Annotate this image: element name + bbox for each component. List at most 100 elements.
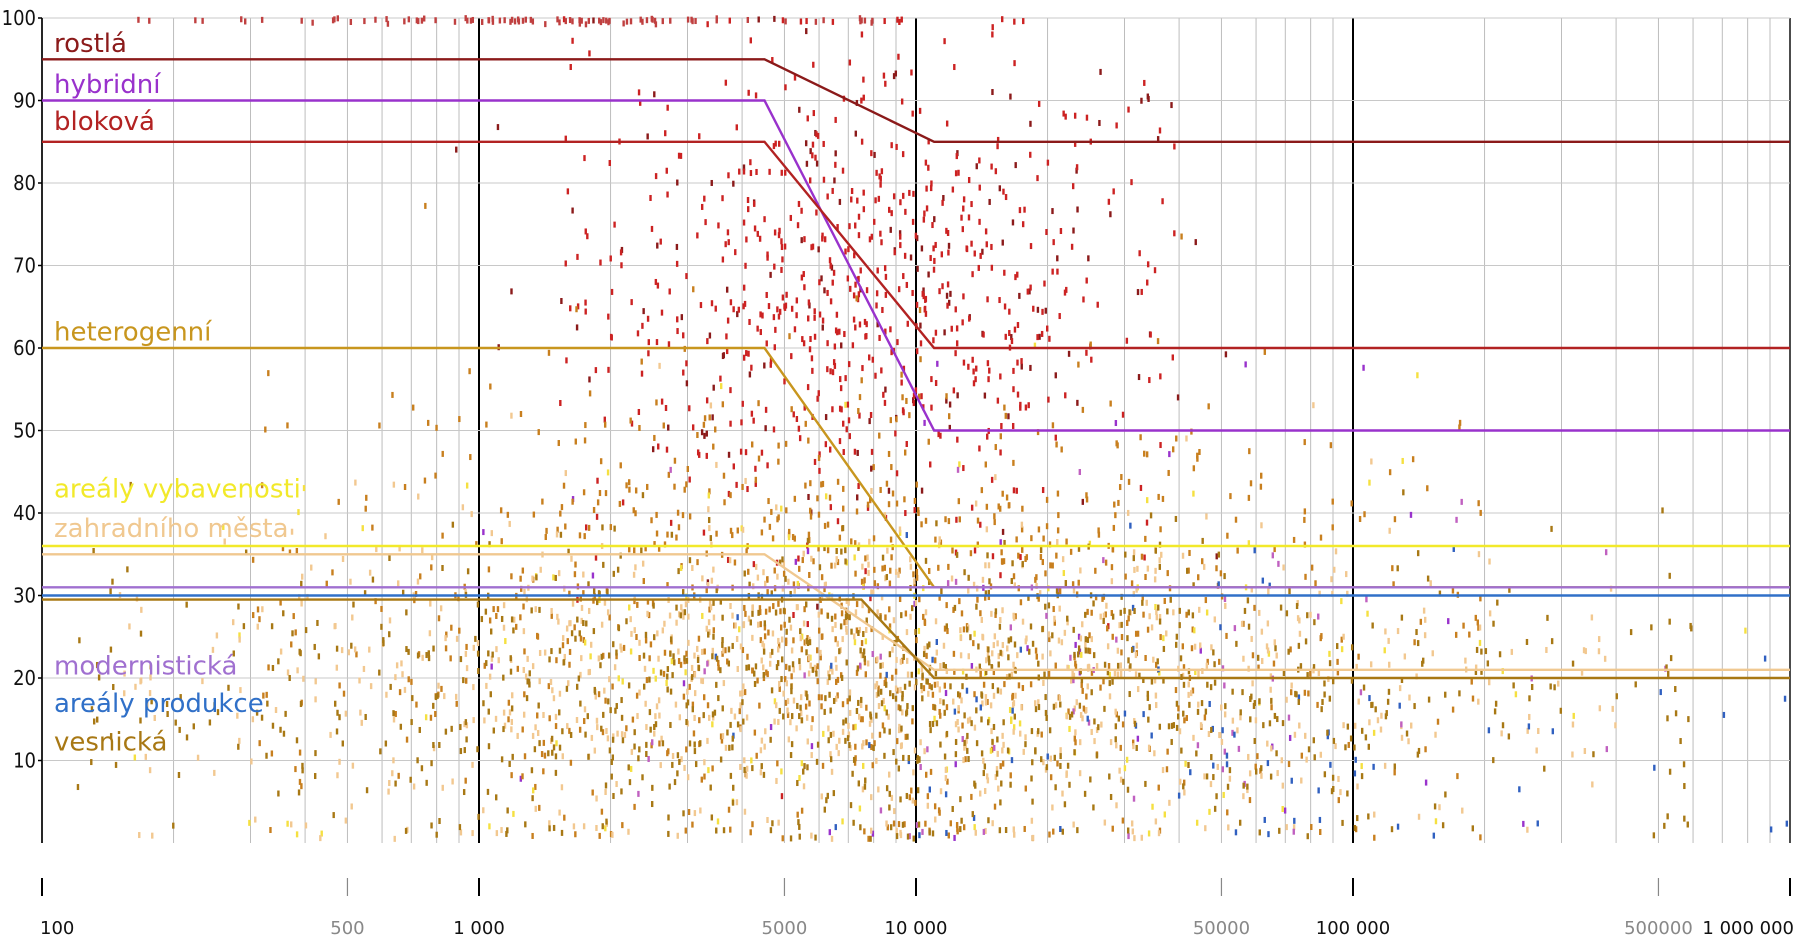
data-point	[531, 575, 534, 582]
data-point	[758, 235, 762, 242]
data-point	[890, 210, 893, 217]
data-point	[872, 745, 875, 752]
data-point	[915, 679, 918, 686]
data-point	[658, 362, 661, 369]
data-point	[854, 570, 857, 577]
data-point	[418, 726, 421, 733]
data-point	[908, 833, 911, 840]
data-point	[441, 784, 444, 791]
data-point	[1530, 684, 1534, 691]
data-point	[368, 569, 372, 576]
data-point	[877, 690, 880, 697]
data-point	[867, 607, 871, 614]
data-point	[814, 834, 817, 841]
data-point	[891, 646, 894, 653]
data-point	[945, 292, 949, 299]
data-point	[468, 368, 471, 375]
data-point	[1110, 564, 1114, 571]
data-point	[727, 806, 731, 813]
data-point	[1111, 633, 1114, 640]
data-point	[1305, 756, 1308, 763]
data-point	[939, 741, 942, 748]
data-point	[334, 622, 337, 629]
data-point	[691, 706, 694, 713]
data-point	[1094, 594, 1098, 601]
data-point	[705, 397, 709, 404]
data-point	[877, 703, 881, 710]
data-point	[1174, 687, 1178, 694]
data-point	[826, 193, 829, 200]
data-point	[786, 707, 789, 714]
data-point	[739, 726, 742, 733]
data-point	[1182, 783, 1185, 790]
data-point	[953, 834, 956, 841]
data-point	[821, 317, 825, 324]
data-point	[866, 501, 870, 508]
data-point	[998, 185, 1002, 192]
data-point	[1077, 579, 1080, 586]
data-point	[520, 585, 523, 592]
data-point	[1317, 670, 1321, 677]
data-point	[1175, 633, 1179, 640]
data-point	[1371, 622, 1374, 629]
data-point	[942, 642, 946, 649]
data-point	[693, 690, 697, 697]
data-point	[464, 719, 468, 726]
data-point	[1161, 495, 1165, 502]
data-point	[465, 736, 468, 743]
data-point	[1451, 706, 1455, 713]
data-point	[625, 482, 628, 489]
data-point	[928, 786, 931, 793]
data-point	[406, 826, 409, 833]
data-point	[556, 526, 559, 533]
data-point	[1109, 211, 1112, 218]
data-point	[820, 608, 823, 615]
data-point	[1192, 490, 1195, 497]
data-point	[753, 225, 757, 232]
data-point	[721, 614, 724, 621]
data-point	[1166, 608, 1169, 615]
data-point	[887, 487, 891, 494]
data-point	[365, 787, 369, 794]
data-point	[1108, 773, 1111, 780]
data-point	[741, 647, 745, 654]
data-point	[489, 383, 492, 390]
data-point	[1235, 640, 1238, 647]
data-point	[933, 704, 936, 711]
data-point	[425, 779, 428, 786]
data-point	[531, 18, 535, 25]
data-point	[865, 287, 869, 294]
data-point	[717, 664, 720, 671]
data-point	[1147, 716, 1150, 723]
data-point	[1004, 827, 1008, 834]
data-point	[793, 326, 797, 333]
data-point	[1266, 620, 1270, 627]
data-point	[822, 176, 826, 183]
data-point	[925, 185, 928, 192]
data-point	[1206, 681, 1209, 688]
data-point	[790, 353, 793, 360]
data-point	[821, 762, 825, 769]
data-point	[933, 257, 936, 264]
data-point	[855, 669, 859, 676]
data-point	[854, 723, 857, 730]
data-point	[578, 20, 582, 27]
data-point	[1249, 716, 1252, 723]
data-point	[1190, 690, 1193, 697]
data-point	[681, 609, 684, 616]
data-point	[889, 567, 892, 574]
data-point	[817, 611, 821, 618]
data-point	[803, 639, 806, 646]
data-point	[615, 703, 618, 710]
data-point	[744, 262, 747, 269]
data-point	[476, 746, 479, 753]
data-point	[1106, 643, 1110, 650]
data-point	[773, 344, 776, 351]
data-point	[702, 712, 705, 719]
data-point	[1247, 623, 1251, 630]
data-point	[729, 420, 732, 427]
data-point	[1054, 702, 1058, 709]
data-point	[459, 748, 463, 755]
data-point	[1061, 828, 1064, 835]
data-point	[1056, 268, 1059, 275]
